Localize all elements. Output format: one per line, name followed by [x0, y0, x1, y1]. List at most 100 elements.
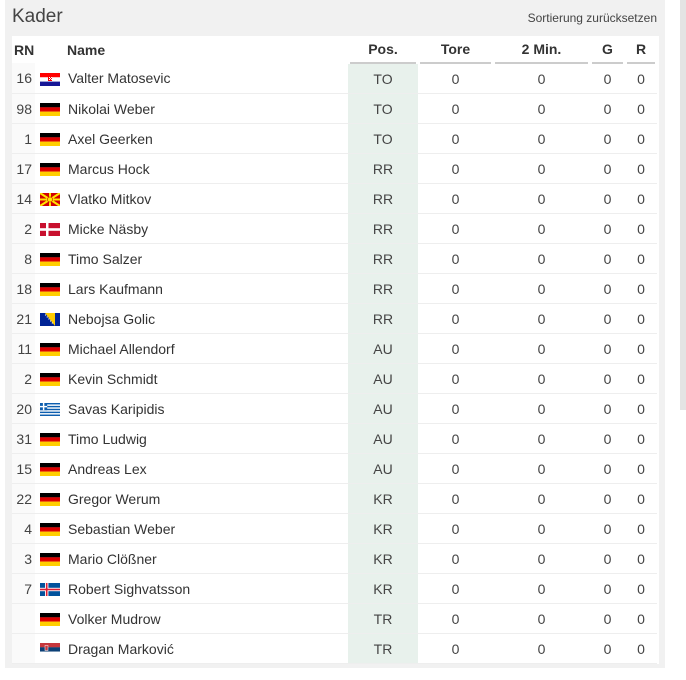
flag-cell — [35, 93, 65, 124]
scrollbar[interactable] — [680, 0, 686, 410]
jersey-number — [12, 603, 35, 634]
player-row[interactable]: 16 Valter Matosevic TO 0 0 0 0 — [12, 63, 657, 94]
column-header[interactable]: RN — [14, 41, 35, 58]
flag-cell — [35, 573, 65, 604]
red-cards: 0 — [625, 453, 657, 484]
yellow-cards: 0 — [590, 243, 625, 274]
player-row[interactable]: 8 Timo Salzer RR 0 0 0 0 — [12, 243, 657, 274]
country-flag — [40, 253, 60, 266]
player-name: Valter Matosevic — [65, 63, 348, 94]
player-row[interactable]: 4 Sebastian Weber KR 0 0 0 0 — [12, 513, 657, 544]
player-name: Kevin Schmidt — [65, 363, 348, 394]
flag-cell — [35, 303, 65, 334]
player-row[interactable]: 15 Andreas Lex AU 0 0 0 0 — [12, 453, 657, 484]
player-row[interactable]: Volker Mudrow TR 0 0 0 0 — [12, 603, 657, 634]
player-row[interactable]: 7 Robert Sighvatsson KR 0 0 0 0 — [12, 573, 657, 604]
country-flag — [40, 313, 60, 326]
player-row[interactable]: 11 Michael Allendorf AU 0 0 0 0 — [12, 333, 657, 364]
yellow-cards: 0 — [590, 423, 625, 454]
goals: 0 — [418, 183, 493, 214]
player-row[interactable]: 2 Micke Näsby RR 0 0 0 0 — [12, 213, 657, 244]
yellow-cards: 0 — [590, 273, 625, 304]
goals: 0 — [418, 573, 493, 604]
column-header[interactable]: Name — [67, 41, 106, 58]
yellow-cards: 0 — [590, 603, 625, 634]
flag-cell — [35, 273, 65, 304]
red-cards: 0 — [625, 573, 657, 604]
red-cards: 0 — [625, 183, 657, 214]
suspensions: 0 — [493, 573, 590, 604]
player-name: Timo Salzer — [65, 243, 348, 274]
jersey-number: 15 — [12, 453, 35, 484]
flag-cell — [35, 363, 65, 394]
red-cards: 0 — [625, 213, 657, 244]
yellow-cards: 0 — [590, 93, 625, 124]
position: KR — [348, 513, 418, 544]
column-header[interactable]: R — [623, 36, 659, 64]
player-row[interactable]: 98 Nikolai Weber TO 0 0 0 0 — [12, 93, 657, 124]
goals: 0 — [418, 273, 493, 304]
player-row[interactable]: 3 Mario Clößner KR 0 0 0 0 — [12, 543, 657, 574]
jersey-number: 22 — [12, 483, 35, 514]
player-name: Nikolai Weber — [65, 93, 348, 124]
position: KR — [348, 543, 418, 574]
column-header[interactable]: Tore — [416, 36, 495, 64]
yellow-cards: 0 — [590, 213, 625, 244]
flag-header — [35, 36, 65, 63]
goals: 0 — [418, 483, 493, 514]
column-header[interactable]: 2 Min. — [491, 36, 592, 64]
suspensions: 0 — [493, 243, 590, 274]
red-cards: 0 — [625, 603, 657, 634]
player-name: Marcus Hock — [65, 153, 348, 184]
country-flag — [40, 193, 60, 206]
column-header[interactable]: G — [588, 36, 627, 64]
suspensions: 0 — [493, 333, 590, 364]
position: RR — [348, 213, 418, 244]
suspensions: 0 — [493, 513, 590, 544]
country-flag — [40, 133, 60, 146]
player-row[interactable]: 17 Marcus Hock RR 0 0 0 0 — [12, 153, 657, 184]
player-name: Vlatko Mitkov — [65, 183, 348, 214]
jersey-number: 20 — [12, 393, 35, 424]
country-flag — [40, 73, 60, 86]
player-row[interactable]: 14 Vlatko Mitkov RR 0 0 0 0 — [12, 183, 657, 214]
player-name: Robert Sighvatsson — [65, 573, 348, 604]
jersey-number: 11 — [12, 333, 35, 364]
player-row[interactable]: 18 Lars Kaufmann RR 0 0 0 0 — [12, 273, 657, 304]
player-name: Andreas Lex — [65, 453, 348, 484]
yellow-cards: 0 — [590, 393, 625, 424]
flag-cell — [35, 333, 65, 364]
flag-cell — [35, 633, 65, 664]
suspensions: 0 — [493, 423, 590, 454]
suspensions: 0 — [493, 543, 590, 574]
flag-cell — [35, 183, 65, 214]
jersey-number: 1 — [12, 123, 35, 154]
player-row[interactable]: 22 Gregor Werum KR 0 0 0 0 — [12, 483, 657, 514]
position: RR — [348, 153, 418, 184]
goals: 0 — [418, 543, 493, 574]
player-row[interactable]: 1 Axel Geerken TO 0 0 0 0 — [12, 123, 657, 154]
red-cards: 0 — [625, 123, 657, 154]
player-row[interactable]: Dragan Marković TR 0 0 0 0 — [12, 633, 657, 664]
goals: 0 — [418, 603, 493, 634]
goals: 0 — [418, 303, 493, 334]
player-row[interactable]: 21 Nebojsa Golic RR 0 0 0 0 — [12, 303, 657, 334]
reset-sort-link[interactable]: Sortierung zurücksetzen — [527, 11, 657, 25]
suspensions: 0 — [493, 453, 590, 484]
yellow-cards: 0 — [590, 333, 625, 364]
position: RR — [348, 243, 418, 274]
red-cards: 0 — [625, 633, 657, 664]
player-row[interactable]: 20 Savas Karipidis AU 0 0 0 0 — [12, 393, 657, 424]
position: KR — [348, 483, 418, 514]
jersey-number: 17 — [12, 153, 35, 184]
position: AU — [348, 363, 418, 394]
player-name: Nebojsa Golic — [65, 303, 348, 334]
player-row[interactable]: 2 Kevin Schmidt AU 0 0 0 0 — [12, 363, 657, 394]
red-cards: 0 — [625, 393, 657, 424]
flag-cell — [35, 603, 65, 634]
jersey-number: 3 — [12, 543, 35, 574]
suspensions: 0 — [493, 183, 590, 214]
column-header[interactable]: Pos. — [346, 36, 420, 64]
player-row[interactable]: 31 Timo Ludwig AU 0 0 0 0 — [12, 423, 657, 454]
country-flag — [40, 103, 60, 116]
